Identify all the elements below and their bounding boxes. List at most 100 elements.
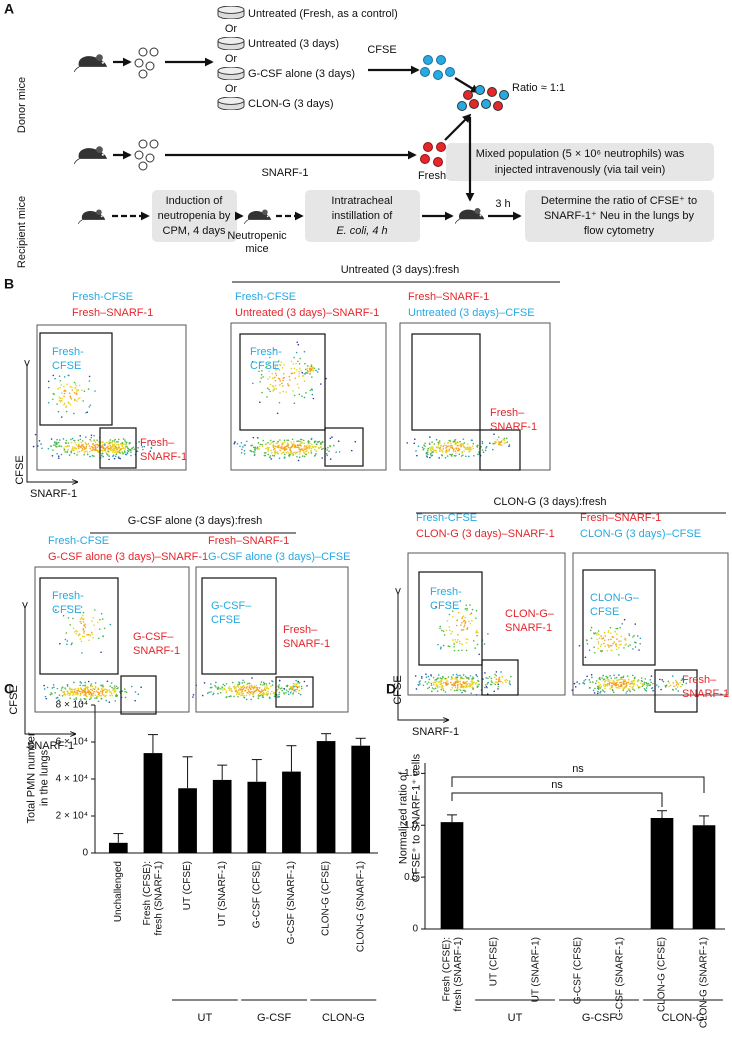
stain-label: CFSE	[367, 44, 396, 56]
event-dot	[485, 445, 488, 448]
event-dot	[266, 446, 269, 449]
event-dot	[69, 395, 72, 397]
event-dot	[590, 674, 593, 676]
event-dot	[608, 684, 611, 686]
event-dot	[274, 379, 277, 382]
gate-label: CLON-G–	[505, 608, 555, 620]
axis-arrow	[25, 607, 75, 734]
event-dot	[283, 457, 286, 459]
event-dot	[289, 692, 292, 694]
event-dot	[192, 694, 195, 696]
event-dot	[503, 439, 506, 442]
event-dot	[271, 377, 274, 379]
event-dot	[106, 446, 108, 449]
event-dot	[67, 401, 69, 403]
event-dot	[287, 693, 290, 696]
event-dot	[603, 683, 605, 685]
event-dot	[299, 438, 302, 441]
event-dot	[652, 689, 654, 692]
event-dot	[70, 688, 73, 690]
event-dot	[488, 675, 491, 678]
event-dot	[273, 691, 276, 694]
event-dot	[60, 453, 63, 456]
event-dot	[108, 458, 110, 461]
event-dot	[459, 686, 462, 689]
event-dot	[450, 455, 453, 457]
event-dot	[116, 450, 119, 453]
event-dot	[84, 448, 86, 450]
event-dot	[616, 686, 619, 689]
event-dot	[241, 682, 244, 684]
event-dot	[429, 448, 432, 451]
y-tick-label: 1.0	[404, 820, 418, 831]
event-dot	[75, 384, 78, 387]
event-dot	[609, 644, 612, 647]
event-dot	[503, 437, 506, 440]
event-dot	[476, 634, 478, 637]
event-dot	[108, 689, 111, 691]
event-dot	[449, 602, 451, 605]
event-dot	[452, 440, 455, 443]
event-dot	[92, 447, 94, 449]
event-dot	[85, 446, 88, 448]
event-dot	[243, 444, 246, 447]
event-dot	[241, 688, 244, 691]
event-dot	[497, 678, 500, 680]
event-dot	[80, 688, 83, 691]
event-dot	[89, 450, 91, 453]
event-dot	[84, 442, 87, 445]
event-dot	[304, 362, 306, 365]
event-dot	[238, 691, 240, 694]
event-dot	[472, 640, 475, 642]
event-dot	[446, 445, 449, 448]
event-dot	[66, 693, 69, 695]
event-dot	[433, 443, 436, 445]
event-dot	[675, 680, 678, 683]
mouse-label: mice	[245, 243, 268, 255]
event-dot	[80, 446, 82, 449]
event-dot	[471, 679, 473, 681]
event-dot	[257, 442, 260, 444]
event-dot	[116, 441, 118, 443]
or-label: Or	[225, 23, 238, 35]
event-dot	[471, 681, 474, 683]
event-dot	[296, 685, 298, 688]
event-dot	[300, 687, 303, 690]
y-tick-label: 0	[412, 924, 418, 935]
event-dot	[599, 645, 602, 648]
event-dot	[327, 446, 329, 449]
event-dot	[64, 694, 67, 696]
event-dot	[463, 445, 465, 448]
event-dot	[415, 450, 417, 452]
cells	[134, 47, 159, 171]
event-dot	[230, 690, 233, 693]
event-dot	[647, 682, 650, 685]
gate	[654, 669, 698, 713]
event-dot	[476, 675, 479, 678]
event-dot	[94, 697, 96, 699]
event-dot	[90, 683, 93, 685]
event-dot	[276, 367, 278, 370]
event-dot	[58, 399, 61, 402]
event-dot	[450, 442, 452, 445]
plot-legend: Fresh-CFSE	[48, 535, 109, 547]
event-dot	[495, 678, 498, 681]
event-dot	[260, 693, 263, 696]
event-dot	[269, 390, 271, 393]
event-dot	[472, 442, 475, 445]
event-dot	[295, 684, 297, 687]
event-dot	[449, 681, 452, 684]
event-dot	[299, 443, 301, 446]
event-dot	[297, 440, 299, 442]
event-dot	[290, 445, 293, 448]
event-dot	[101, 446, 104, 449]
event-dot	[620, 683, 623, 686]
event-dot	[296, 341, 299, 344]
event-dot	[433, 688, 435, 690]
event-dot	[78, 384, 81, 387]
event-dot	[233, 442, 236, 445]
event-dot	[55, 446, 58, 448]
event-dot	[63, 692, 66, 695]
event-dot	[90, 449, 93, 452]
event-dot	[611, 686, 614, 689]
